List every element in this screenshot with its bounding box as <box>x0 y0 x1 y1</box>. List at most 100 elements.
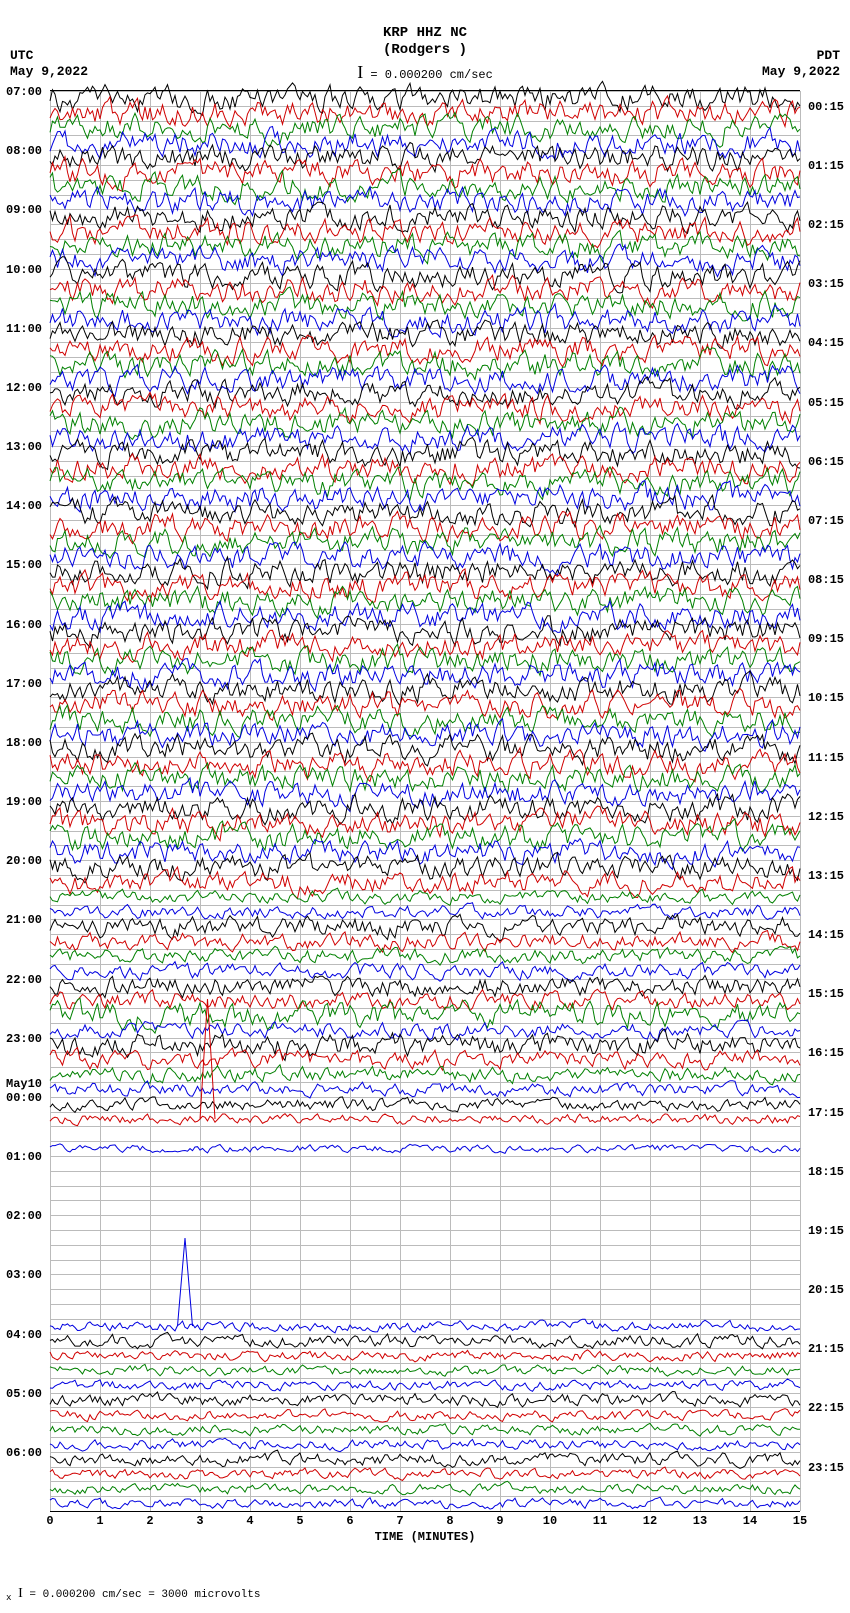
seismic-trace <box>50 244 800 277</box>
seismic-trace <box>50 1144 800 1154</box>
grid-horizontal <box>50 1304 800 1305</box>
y-label-pdt: 18:15 <box>808 1165 844 1179</box>
grid-horizontal <box>50 1097 800 1098</box>
seismic-trace <box>50 157 800 191</box>
grid-horizontal <box>50 624 800 625</box>
seismic-trace <box>50 1097 800 1113</box>
y-label-utc: 06:00 <box>6 1446 42 1460</box>
seismic-trace <box>50 438 800 470</box>
seismic-trace <box>50 454 800 486</box>
y-label-utc: 19:00 <box>6 795 42 809</box>
y-label-pdt: 05:15 <box>808 396 844 410</box>
seismic-trace <box>50 257 800 293</box>
seismic-trace <box>50 215 800 248</box>
grid-horizontal <box>50 1452 800 1453</box>
seismic-trace <box>50 511 800 543</box>
grid-horizontal <box>50 431 800 432</box>
x-tick-label: 12 <box>643 1514 657 1528</box>
grid-vertical <box>800 91 801 1511</box>
grid-horizontal <box>50 1230 800 1231</box>
y-label-pdt: 17:15 <box>808 1106 844 1120</box>
grid-horizontal <box>50 905 800 906</box>
seismic-trace <box>50 392 800 423</box>
y-label-utc: 02:00 <box>6 1209 42 1223</box>
grid-horizontal <box>50 771 800 772</box>
grid-horizontal <box>50 949 800 950</box>
grid-horizontal <box>50 106 800 107</box>
y-label-utc: 05:00 <box>6 1387 42 1401</box>
grid-horizontal <box>50 1215 800 1216</box>
seismic-trace <box>50 733 800 766</box>
grid-horizontal <box>50 195 800 196</box>
seismic-trace <box>50 1423 800 1436</box>
grid-horizontal <box>50 579 800 580</box>
grid-horizontal <box>50 564 800 565</box>
grid-horizontal <box>50 490 800 491</box>
y-label-pdt: 08:15 <box>808 573 844 587</box>
y-label-utc: 08:00 <box>6 144 42 158</box>
seismic-trace <box>50 557 800 589</box>
grid-horizontal <box>50 342 800 343</box>
grid-horizontal <box>50 550 800 551</box>
grid-horizontal <box>50 1289 800 1290</box>
seismic-trace <box>50 839 800 870</box>
x-tick-label: 6 <box>346 1514 353 1528</box>
grid-horizontal <box>50 505 800 506</box>
seismic-trace <box>50 794 800 825</box>
grid-horizontal <box>50 535 800 536</box>
grid-horizontal <box>50 1008 800 1009</box>
grid-horizontal <box>50 727 800 728</box>
seismic-trace <box>50 407 800 439</box>
seismic-trace <box>50 888 800 905</box>
seismic-trace <box>50 187 800 216</box>
station-code: KRP HHZ NC <box>0 25 850 41</box>
seismic-trace <box>50 601 800 632</box>
grid-horizontal <box>50 1363 800 1364</box>
grid-horizontal <box>50 801 800 802</box>
grid-horizontal <box>50 1052 800 1053</box>
y-label-utc: 12:00 <box>6 381 42 395</box>
grid-horizontal <box>50 934 800 935</box>
grid-horizontal <box>50 209 800 210</box>
grid-horizontal <box>50 1407 800 1408</box>
seismic-trace <box>50 335 800 366</box>
y-label-utc: 20:00 <box>6 854 42 868</box>
y-label-pdt: 00:15 <box>808 100 844 114</box>
seismic-trace <box>50 719 800 752</box>
x-tick-label: 4 <box>246 1514 253 1528</box>
grid-horizontal <box>50 402 800 403</box>
seismic-trace <box>50 1364 800 1376</box>
seismic-trace <box>50 1409 800 1423</box>
y-label-pdt: 21:15 <box>808 1342 844 1356</box>
grid-horizontal <box>50 1141 800 1142</box>
seismic-trace <box>50 287 800 321</box>
x-tick-label: 3 <box>196 1514 203 1528</box>
y-label-utc: 15:00 <box>6 558 42 572</box>
seismic-trace <box>50 1481 800 1495</box>
y-label-utc: 18:00 <box>6 736 42 750</box>
grid-horizontal <box>50 461 800 462</box>
seismic-trace <box>50 1332 800 1348</box>
y-label-utc: 22:00 <box>6 973 42 987</box>
seismic-trace <box>50 481 800 513</box>
seismic-trace <box>50 1029 800 1060</box>
plot-area <box>50 90 800 1512</box>
y-label-utc: 17:00 <box>6 677 42 691</box>
grid-horizontal <box>50 1393 800 1394</box>
grid-horizontal <box>50 1038 800 1039</box>
grid-horizontal <box>50 1334 800 1335</box>
seismic-trace <box>50 630 800 662</box>
grid-horizontal <box>50 816 800 817</box>
scale-text: = 0.000200 cm/sec <box>370 68 492 82</box>
grid-horizontal <box>50 1481 800 1482</box>
y-label-pdt: 07:15 <box>808 514 844 528</box>
grid-horizontal <box>50 254 800 255</box>
grid-horizontal <box>50 1171 800 1172</box>
seismic-trace <box>50 999 800 1126</box>
grid-horizontal <box>50 1067 800 1068</box>
seismic-trace <box>50 113 800 148</box>
y-label-pdt: 02:15 <box>808 218 844 232</box>
grid-horizontal <box>50 1378 800 1379</box>
station-name: (Rodgers ) <box>0 42 850 58</box>
grid-horizontal <box>50 875 800 876</box>
